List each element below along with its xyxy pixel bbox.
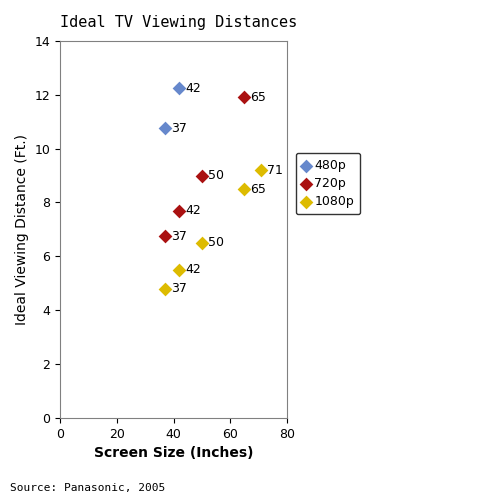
Text: Ideal TV Viewing Distances: Ideal TV Viewing Distances <box>60 15 298 30</box>
Text: 42: 42 <box>185 263 200 276</box>
1080p <box>161 285 169 293</box>
480p <box>161 124 169 132</box>
Legend: 480p, 720p, 1080p: 480p, 720p, 1080p <box>296 153 360 214</box>
1080p <box>198 239 206 247</box>
X-axis label: Screen Size (Inches): Screen Size (Inches) <box>94 446 253 460</box>
Text: Source: Panasonic, 2005: Source: Panasonic, 2005 <box>10 483 165 493</box>
Text: 50: 50 <box>208 169 224 182</box>
Text: 65: 65 <box>250 91 266 104</box>
Text: 37: 37 <box>170 282 186 295</box>
Text: 42: 42 <box>185 82 200 95</box>
Text: 50: 50 <box>208 237 224 249</box>
1080p <box>241 185 248 193</box>
720p <box>198 172 206 180</box>
720p <box>241 94 248 101</box>
Text: 37: 37 <box>170 230 186 243</box>
Text: 42: 42 <box>185 204 200 217</box>
1080p <box>257 166 265 174</box>
Text: 71: 71 <box>267 164 283 177</box>
720p <box>175 206 183 214</box>
Y-axis label: Ideal Viewing Distance (Ft.): Ideal Viewing Distance (Ft.) <box>15 134 29 325</box>
720p <box>161 232 169 240</box>
1080p <box>175 266 183 274</box>
Text: 37: 37 <box>170 122 186 135</box>
Text: 65: 65 <box>250 183 266 196</box>
480p <box>175 84 183 92</box>
